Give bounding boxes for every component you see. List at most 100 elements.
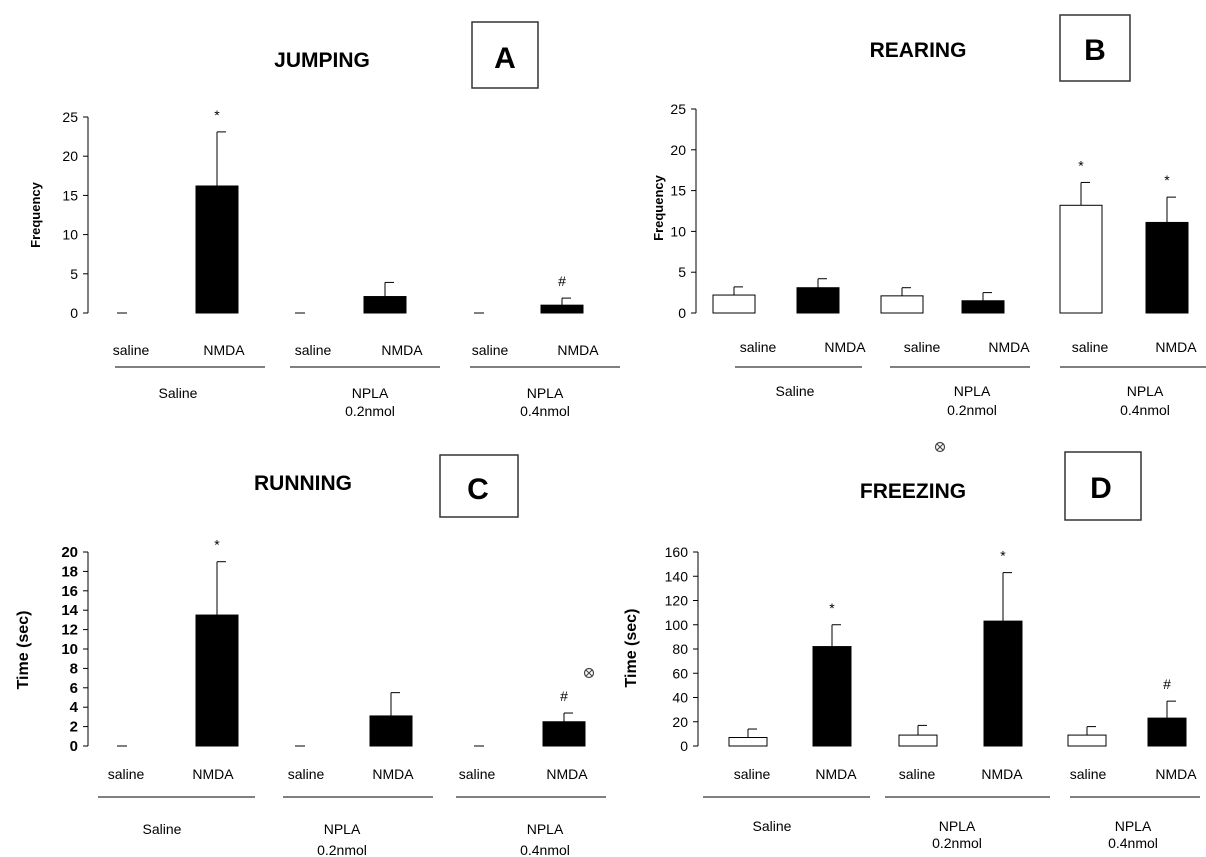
group-label-dose: 0.4nmol — [1120, 402, 1170, 418]
group-label: Saline — [776, 383, 815, 399]
bar — [195, 614, 239, 747]
y-tick-label: 15 — [670, 183, 686, 199]
x-category-label: NMDA — [981, 766, 1023, 782]
group-label-dose: 0.2nmol — [345, 403, 395, 419]
x-category-label: saline — [734, 766, 771, 782]
y-tick-label: 8 — [70, 660, 78, 677]
x-category-label: NMDA — [381, 342, 423, 358]
panel-label-box — [439, 454, 519, 518]
panel-label-box — [1064, 451, 1142, 521]
y-tick-label: 160 — [665, 544, 689, 560]
y-tick-label: 18 — [61, 563, 78, 580]
x-category-label: NMDA — [1155, 766, 1197, 782]
x-category-label: NMDA — [815, 766, 857, 782]
group-label-dose: 0.4nmol — [520, 842, 570, 857]
y-tick-label: 15 — [62, 187, 78, 203]
bar — [712, 294, 756, 314]
y-tick-label: 0 — [70, 305, 78, 321]
panel-label: B — [1084, 34, 1106, 67]
y-tick-label: 0 — [70, 738, 78, 755]
y-tick-label: 4 — [70, 699, 79, 716]
x-category-label: NMDA — [203, 342, 245, 358]
y-tick-label: 40 — [672, 690, 688, 706]
bar — [898, 734, 938, 747]
x-category-label: saline — [1070, 766, 1107, 782]
y-tick-label: 2 — [70, 719, 78, 736]
x-category-label: NMDA — [988, 339, 1030, 355]
bar — [1067, 734, 1107, 747]
x-category-label: saline — [288, 766, 325, 782]
x-category-label: saline — [113, 342, 150, 358]
y-tick-label: 16 — [61, 583, 78, 600]
y-tick-label: 14 — [61, 602, 78, 619]
y-tick-label: 100 — [665, 617, 689, 633]
bar — [363, 296, 407, 314]
x-category-label: NMDA — [557, 342, 599, 358]
x-category-label: saline — [108, 766, 145, 782]
panel-label: A — [494, 42, 516, 75]
group-label-dose: 0.2nmol — [317, 842, 367, 857]
y-tick-label: 20 — [62, 148, 78, 164]
x-category-label: saline — [295, 342, 332, 358]
y-tick-label: 0 — [680, 738, 688, 754]
group-label: NPLA — [527, 821, 564, 837]
chart-panel-d: FREEZING D 0 20 40 60 80 100 120 140 160 Time (sec)… — [623, 441, 1200, 851]
y-tick-label: 60 — [672, 665, 688, 681]
group-label: NPLA — [939, 818, 976, 834]
x-category-label: NMDA — [372, 766, 414, 782]
chart-panel-b: REARING B 0 5 10 15 20 25 Frequency saline NMDA sal… — [651, 14, 1206, 418]
significance-mark: * — [1000, 548, 1006, 564]
bar — [542, 721, 586, 747]
bar — [1059, 204, 1103, 314]
group-label-dose: 0.4nmol — [1108, 835, 1158, 851]
bar — [1145, 221, 1189, 314]
bar — [880, 295, 924, 314]
panel-label-box — [1059, 14, 1131, 82]
y-tick-label: 140 — [665, 568, 689, 584]
extra-mark-icon — [936, 443, 944, 451]
chart-panel-a: JUMPING A 0 5 10 15 20 25 Frequency saline * NMDA sa… — [28, 21, 620, 419]
y-axis-label: Time (sec) — [15, 611, 32, 690]
significance-mark: # — [558, 273, 566, 289]
y-tick-label: 10 — [61, 641, 78, 658]
y-axis-label: Frequency — [651, 174, 666, 241]
significance-mark: # — [1163, 676, 1171, 692]
y-tick-label: 25 — [670, 101, 686, 117]
group-label: NPLA — [1127, 383, 1164, 399]
significance-mark: * — [1164, 172, 1170, 188]
x-category-label: saline — [1072, 339, 1109, 355]
x-category-label: saline — [904, 339, 941, 355]
x-category-label: NMDA — [192, 766, 234, 782]
group-label-dose: 0.2nmol — [947, 402, 997, 418]
y-tick-label: 6 — [70, 680, 78, 697]
bar — [195, 185, 239, 314]
chart-title: FREEZING — [860, 480, 966, 503]
x-category-label: saline — [740, 339, 777, 355]
bar — [540, 304, 584, 314]
group-label: NPLA — [352, 385, 389, 401]
panel-label: D — [1090, 472, 1112, 505]
x-category-label: NMDA — [546, 766, 588, 782]
panel-label-box — [471, 21, 539, 89]
group-label: NPLA — [527, 385, 564, 401]
panel-label: C — [467, 473, 489, 506]
bar — [796, 287, 840, 314]
bar — [983, 620, 1023, 747]
bar — [728, 737, 768, 747]
bar — [812, 646, 852, 747]
group-label-dose: 0.2nmol — [932, 835, 982, 851]
significance-mark: * — [1078, 157, 1084, 173]
group-label: NPLA — [1115, 818, 1152, 834]
group-label: Saline — [143, 821, 182, 837]
chart-title: REARING — [870, 39, 967, 62]
y-tick-label: 20 — [670, 142, 686, 158]
x-category-label: saline — [899, 766, 936, 782]
group-label: NPLA — [324, 821, 361, 837]
y-tick-label: 12 — [61, 622, 78, 639]
chart-panel-c: RUNNING C 0 2 4 6 8 10 12 14 16 18 20 Time (sec) salin… — [15, 454, 606, 857]
y-axis-label: Frequency — [28, 181, 43, 248]
group-label: Saline — [159, 385, 198, 401]
y-tick-label: 10 — [670, 223, 686, 239]
y-axis-label: Time (sec) — [623, 609, 640, 688]
